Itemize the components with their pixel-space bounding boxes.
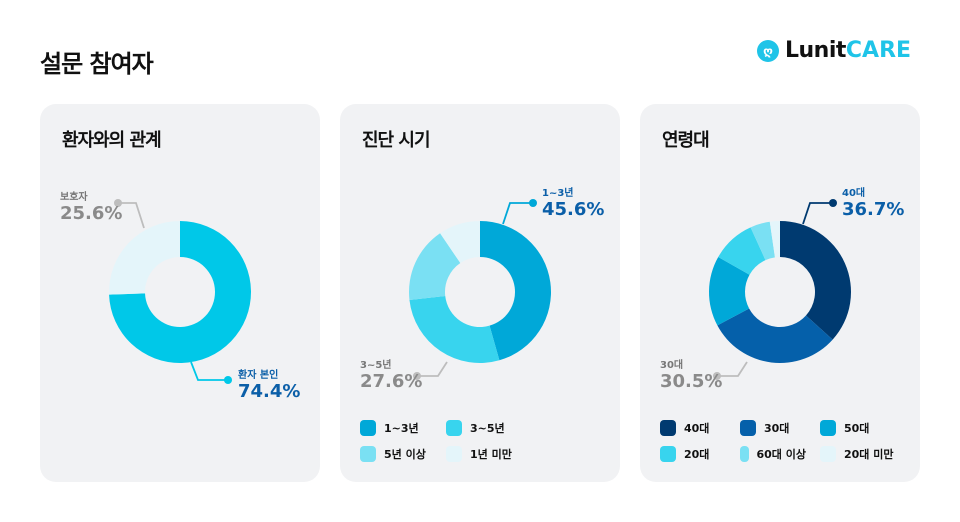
donut-slice-3 — [440, 221, 480, 264]
donut-slice-2 — [709, 257, 750, 326]
logo-text-lunit: Lunit — [785, 38, 846, 63]
data-label-value: 45.6% — [542, 199, 605, 220]
legend-label: 50대 — [844, 422, 870, 435]
data-label: 40대 36.7% — [842, 184, 904, 220]
data-label: 1~3년 45.6% — [542, 184, 604, 220]
legend-label: 3~5년 — [470, 422, 505, 435]
data-label: 환자 본인 74.4% — [238, 366, 300, 402]
legend: 40대 30대 50대 20대 60대 이상 20대 미만 — [660, 420, 900, 462]
legend-label: 1~3년 — [384, 422, 419, 435]
legend-swatch — [740, 420, 756, 436]
legend-swatch — [660, 446, 676, 462]
legend-item: 60대 이상 — [740, 446, 806, 462]
leader-line — [802, 202, 833, 225]
donut-chart — [409, 199, 551, 380]
legend-label: 20대 — [684, 448, 710, 461]
lunit-logo-icon: ღ — [757, 39, 779, 62]
legend-swatch — [446, 446, 462, 462]
card-title: 연령대 — [662, 130, 710, 151]
data-label: 30대 30.5% — [660, 356, 722, 392]
legend-item: 5년 이상 — [360, 446, 432, 462]
data-label: 3~5년 27.6% — [360, 356, 422, 392]
legend-item: 30대 — [740, 420, 806, 436]
donut-slice-0 — [780, 221, 851, 340]
data-label-name: 3~5년 — [360, 360, 392, 371]
data-label-name: 40대 — [842, 188, 866, 199]
legend-item: 1년 미만 — [446, 446, 526, 462]
legend-swatch — [740, 446, 749, 462]
legend-label: 40대 — [684, 422, 710, 435]
data-label-name: 환자 본인 — [238, 370, 279, 381]
legend-swatch — [820, 446, 836, 462]
legend-swatch — [820, 420, 836, 436]
legend-swatch — [446, 420, 462, 436]
data-label-value: 36.7% — [842, 199, 905, 220]
data-label-name: 보호자 — [60, 192, 88, 203]
donut-slice-4 — [750, 221, 775, 261]
legend-item: 20대 — [660, 446, 726, 462]
legend-label: 20대 미만 — [844, 448, 894, 461]
leader-dot — [224, 376, 232, 384]
leader-line — [118, 202, 145, 229]
leader-dot — [829, 199, 837, 207]
legend-item: 20대 미만 — [820, 446, 900, 462]
data-label-value: 27.6% — [360, 371, 423, 392]
donut-slice-5 — [769, 221, 780, 258]
legend-swatch — [660, 420, 676, 436]
card-relationship: 환자와의 관계 환자 본인 74.4% 보호자 25.6% — [40, 104, 320, 482]
legend-item: 1~3년 — [360, 420, 432, 436]
leader-dot — [529, 199, 537, 207]
donut-chart — [109, 199, 251, 384]
data-label-value: 30.5% — [660, 371, 723, 392]
leader-line — [502, 202, 533, 225]
leader-line — [190, 361, 228, 381]
card-age-group: 연령대 40대 36.7% 30대 30.5% 40대 30대 50대 20대 60대 이상 20… — [640, 104, 920, 482]
logo-text-care: CARE — [845, 38, 912, 63]
card-title: 환자와의 관계 — [62, 130, 162, 151]
legend-item: 50대 — [820, 420, 900, 436]
donut-slice-0 — [109, 221, 251, 363]
card-title: 진단 시기 — [362, 130, 431, 151]
donut-chart — [709, 199, 851, 380]
donut-slice-1 — [109, 221, 180, 295]
data-label-value: 25.6% — [60, 203, 123, 224]
legend-item: 40대 — [660, 420, 726, 436]
leader-dot — [114, 199, 122, 207]
legend-label: 5년 이상 — [384, 448, 426, 461]
logo: ღ Lunit CARE — [757, 38, 911, 63]
legend-swatch — [360, 446, 376, 462]
donut-slice-3 — [718, 227, 766, 275]
legend-label: 30대 — [764, 422, 790, 435]
legend: 1~3년 3~5년 5년 이상 1년 미만 — [360, 420, 526, 462]
donut-slice-0 — [480, 221, 551, 361]
data-label: 보호자 25.6% — [60, 188, 122, 224]
data-label-name: 1~3년 — [542, 188, 574, 199]
legend-item: 3~5년 — [446, 420, 526, 436]
leader-dot — [713, 372, 721, 380]
leader-dot — [413, 372, 421, 380]
donut-slice-1 — [409, 295, 500, 363]
data-label-name: 30대 — [660, 360, 684, 371]
legend-label: 1년 미만 — [470, 448, 512, 461]
legend-swatch — [360, 420, 376, 436]
legend-label: 60대 이상 — [756, 448, 807, 461]
page-title: 설문 참여자 — [40, 50, 154, 78]
leader-line — [717, 361, 748, 377]
donut-slice-1 — [717, 308, 833, 363]
card-diagnosis-period: 진단 시기 1~3년 45.6% 3~5년 27.6% 1~3년 3~5년 5년 이상 1년 … — [340, 104, 620, 482]
donut-slice-2 — [409, 233, 461, 301]
data-label-value: 74.4% — [238, 381, 301, 402]
leader-line — [417, 361, 448, 377]
